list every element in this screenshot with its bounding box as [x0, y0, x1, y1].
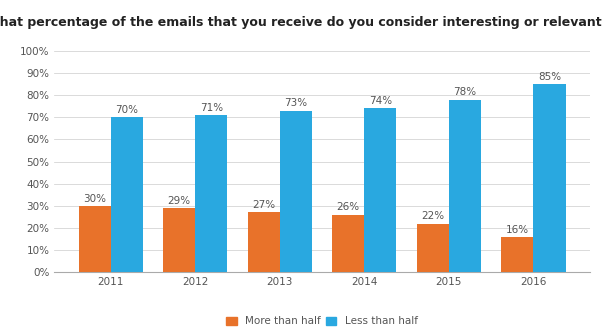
Text: 27%: 27%	[252, 200, 275, 210]
Bar	[247, 212, 280, 272]
Text: 71%: 71%	[200, 103, 223, 113]
Bar	[78, 206, 111, 272]
Bar	[501, 237, 533, 272]
Text: 85%: 85%	[538, 72, 561, 82]
Text: 30%: 30%	[83, 194, 106, 204]
Bar	[111, 117, 143, 272]
Text: 29%: 29%	[167, 196, 191, 206]
Bar	[533, 84, 566, 272]
Text: 78%: 78%	[453, 87, 477, 97]
Text: 26%: 26%	[337, 203, 360, 212]
Bar	[449, 100, 481, 272]
Text: 22%: 22%	[421, 211, 444, 221]
Legend: More than half, Less than half: More than half, Less than half	[222, 312, 422, 331]
Bar	[332, 215, 364, 272]
Bar	[364, 109, 397, 272]
Text: 16%: 16%	[506, 225, 529, 235]
Bar	[417, 223, 449, 272]
Text: 73%: 73%	[284, 99, 308, 109]
Text: 74%: 74%	[369, 96, 392, 106]
Title: What percentage of the emails that you receive do you consider interesting or re: What percentage of the emails that you r…	[0, 16, 602, 29]
Bar	[163, 208, 195, 272]
Bar	[280, 111, 312, 272]
Text: 70%: 70%	[115, 105, 138, 115]
Bar	[195, 115, 228, 272]
